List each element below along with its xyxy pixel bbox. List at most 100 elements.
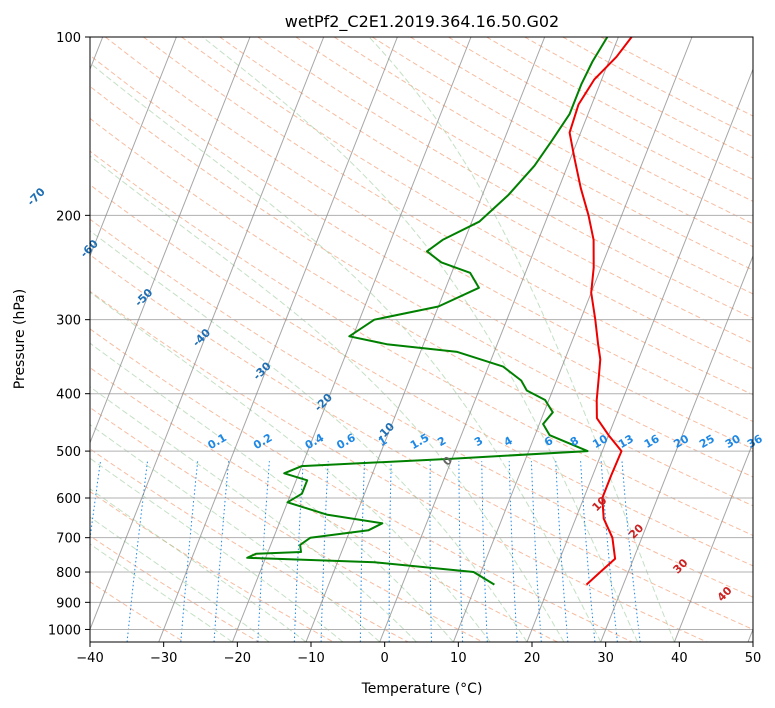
isotherm-line	[673, 441, 753, 642]
dry-adiabat-line	[90, 54, 753, 450]
dry-adiabat-line	[371, 37, 753, 248]
temperature-profile-line	[568, 37, 633, 586]
x-tick-label: 10	[450, 651, 467, 666]
isotherm-line	[90, 37, 325, 631]
grid-lines	[90, 37, 753, 642]
mixing-ratio-label: 30	[723, 432, 743, 451]
dry-adiabat-line	[90, 218, 753, 598]
x-tick-label: −20	[224, 651, 251, 666]
mixing-ratio-line	[359, 461, 365, 642]
moist-adiabat-line	[90, 230, 528, 642]
x-tick-label: 20	[524, 651, 541, 666]
plot-frame	[89, 36, 754, 643]
moist-adiabat-line	[90, 62, 602, 642]
dry-adiabat-line	[410, 37, 753, 225]
moist-adiabat-line	[90, 342, 454, 642]
mixing-ratio-line	[180, 461, 199, 642]
dry-adiabat-line	[219, 37, 753, 344]
mixing-ratio-line	[293, 461, 304, 642]
dry-adiabat-line	[562, 37, 753, 138]
isotherm-line	[231, 37, 472, 642]
mixing-ratio-label: 2	[435, 434, 448, 449]
x-tick-label: −10	[297, 651, 324, 666]
mixing-ratio-label: 0.4	[303, 431, 327, 452]
mixing-ratio-label: 25	[697, 432, 717, 451]
mixing-ratio-label: 3	[472, 434, 485, 449]
y-tick-label: 600	[56, 492, 81, 507]
y-tick-label: 1000	[48, 623, 81, 638]
moist-adiabat-line	[368, 37, 675, 642]
isotherm-line	[747, 627, 753, 642]
mixing-ratio-line	[126, 461, 148, 642]
moist-adiabat-line	[90, 291, 491, 642]
mixing-ratio-line	[621, 461, 641, 642]
dry-adiabat-line	[90, 117, 753, 507]
dry-adiabat-line	[90, 184, 753, 567]
mixing-ratio-label: 1.5	[408, 431, 431, 452]
dry-adiabat-line	[90, 150, 753, 537]
mixing-ratio-label: 4	[502, 434, 515, 449]
mixing-ratio-line	[481, 461, 488, 642]
mixing-ratio-line	[458, 461, 464, 642]
mixing-ratio-line	[530, 461, 542, 642]
dry-adiabat-line	[257, 37, 753, 319]
mixing-ratio-label: 0.6	[334, 431, 358, 452]
dry-adiabat-line	[90, 254, 753, 630]
y-tick-label: 400	[56, 388, 81, 403]
isotherm-line	[379, 37, 619, 642]
adiabat-value-label: 40	[715, 584, 735, 604]
x-tick-label: 0	[381, 651, 389, 666]
y-axis-label: Pressure (hPa)	[12, 289, 28, 389]
isotherm-label: -70	[25, 185, 48, 208]
x-tick-label: 30	[597, 651, 614, 666]
dry-adiabat-line	[143, 37, 753, 396]
dry-adiabat-line	[295, 37, 753, 295]
isotherm-label: -30	[251, 359, 274, 382]
isotherm-line	[90, 37, 251, 445]
isotherm-label: -50	[132, 286, 155, 309]
mixing-ratio-label: 16	[642, 432, 662, 451]
y-tick-label: 200	[56, 209, 81, 224]
mixing-ratio-line	[388, 461, 392, 642]
moist-adiabat-line	[202, 37, 638, 642]
dry-adiabat-line	[90, 85, 753, 478]
chart-title: wetPf2_C2E1.2019.364.16.50.G02	[285, 12, 559, 32]
moist-adiabat-line	[90, 457, 344, 642]
dry-adiabat-line	[90, 328, 634, 642]
isotherm-label: -20	[312, 391, 335, 414]
x-tick-label: 40	[671, 651, 688, 666]
moist-adiabat-line	[90, 155, 565, 642]
dewpoint-profile-line	[246, 37, 609, 586]
mixing-ratio-line	[320, 461, 329, 642]
dry-adiabat-line	[448, 37, 753, 202]
isotherm-line	[452, 37, 693, 642]
mixing-ratio-label: 20	[671, 432, 691, 451]
dry-adiabat-line	[90, 535, 260, 642]
y-tick-label: 700	[56, 532, 81, 547]
moist-adiabat-line	[90, 516, 270, 642]
isotherm-label: -60	[78, 237, 101, 260]
mixing-ratio-line	[90, 461, 101, 543]
dry-adiabat-line	[90, 581, 185, 642]
moist-adiabat-line	[90, 488, 307, 642]
dry-adiabat-line	[104, 37, 753, 423]
isotherm-line	[158, 37, 398, 642]
x-axis-label: Temperature (°C)	[361, 681, 483, 697]
mixing-ratio-line	[257, 461, 270, 642]
x-tick-label: 50	[745, 651, 762, 666]
y-tick-label: 500	[56, 445, 81, 460]
y-tick-label: 900	[56, 596, 81, 611]
y-tick-label: 300	[56, 314, 81, 329]
mixing-ratio-label: 36	[745, 432, 765, 451]
mixing-ratio-line	[555, 461, 569, 642]
adiabat-value-label: 30	[671, 556, 691, 576]
moist-adiabat-line	[90, 424, 381, 642]
isotherm-line	[90, 37, 177, 258]
dry-adiabat-line	[181, 37, 753, 370]
mixing-ratio-line	[600, 461, 618, 642]
x-tick-label: −30	[150, 651, 177, 666]
sounding-traces	[246, 37, 633, 586]
isotherm-label: -40	[190, 326, 213, 349]
mixing-ratio-line	[213, 461, 230, 642]
